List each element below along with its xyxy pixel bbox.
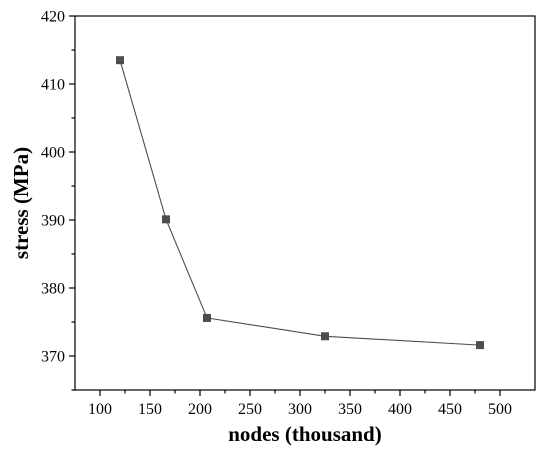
y-tick-label: 410 bbox=[41, 77, 65, 94]
data-point bbox=[476, 341, 484, 350]
y-tick-label: 380 bbox=[41, 281, 65, 298]
x-tick-label: 200 bbox=[188, 401, 212, 418]
x-tick-label: 250 bbox=[238, 401, 262, 418]
data-point bbox=[203, 313, 211, 322]
x-tick-label: 150 bbox=[138, 401, 162, 418]
x-axis-ticks: 100 150 200 250 300 350 400 450 500 bbox=[88, 390, 512, 418]
x-tick-label: 400 bbox=[388, 401, 412, 418]
data-point bbox=[116, 56, 124, 65]
plot-frame bbox=[74, 15, 536, 391]
x-tick-label: 100 bbox=[88, 401, 112, 418]
data-point bbox=[162, 215, 170, 224]
x-tick-label: 500 bbox=[488, 401, 512, 418]
x-tick-label: 350 bbox=[338, 401, 362, 418]
series-line bbox=[119, 60, 481, 346]
y-axis-ticks: 370 380 390 400 410 420 bbox=[41, 9, 75, 391]
y-tick-label: 390 bbox=[41, 213, 65, 230]
y-tick-label: 420 bbox=[41, 9, 65, 26]
x-axis-title: nodes (thousand) bbox=[228, 422, 381, 446]
series-layer bbox=[116, 56, 484, 350]
y-tick-label: 370 bbox=[41, 349, 65, 366]
y-tick-label: 400 bbox=[41, 145, 65, 162]
data-point bbox=[321, 332, 329, 341]
x-tick-label: 450 bbox=[438, 401, 462, 418]
x-tick-label: 300 bbox=[288, 401, 312, 418]
y-axis-title: stress (MPa) bbox=[9, 147, 33, 259]
